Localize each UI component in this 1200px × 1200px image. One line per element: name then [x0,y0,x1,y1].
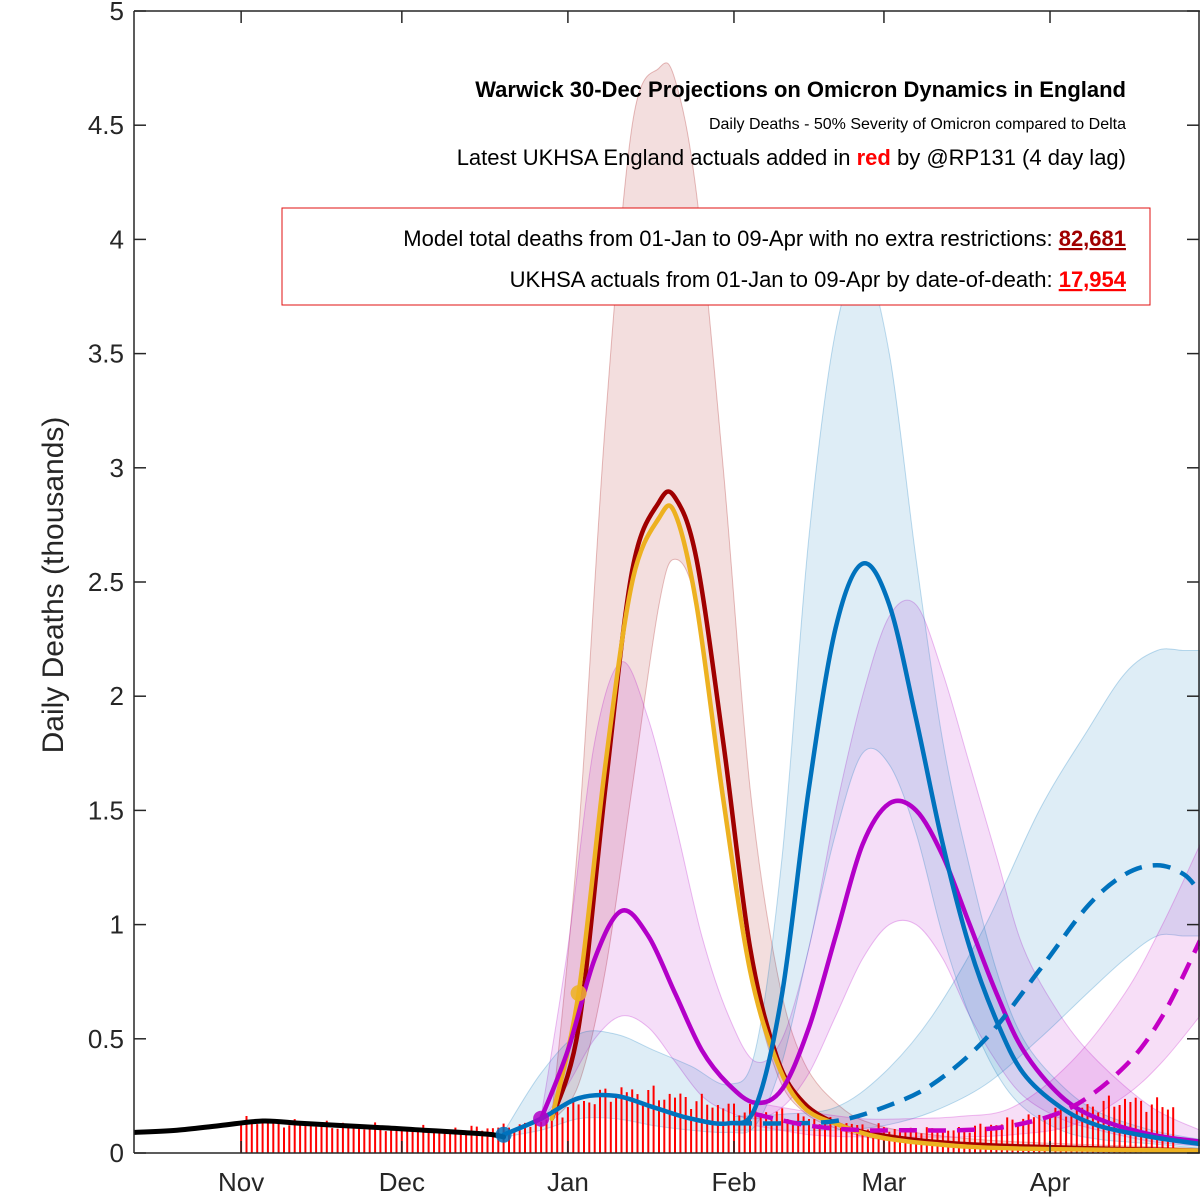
y-tick-label: 4.5 [88,110,124,140]
actuals-total-label: UKHSA actuals from 01-Jan to 09-Apr by d… [510,267,1059,292]
chart-subtitle: Daily Deaths - 50% Severity of Omicron c… [709,116,1126,133]
model-line-magenta-dashed [754,939,1200,1133]
y-axis-title: Daily Deaths (thousands) [37,417,70,754]
y-tick-label: 0.5 [88,1024,124,1054]
model-total-text: Model total deaths from 01-Jan to 09-Apr… [403,226,1126,251]
x-tick-label: Apr [1030,1167,1071,1197]
note-red-word: red [857,145,891,170]
model-lines [134,489,1200,1153]
start-markers [495,985,587,1143]
y-tick-label: 2 [110,681,124,711]
x-tick-label: Dec [379,1167,425,1197]
y-tick-label: 1 [110,910,124,940]
note-suffix: by @RP131 (4 day lag) [891,145,1126,170]
axes [133,10,1200,1154]
y-tick-label: 3.5 [88,339,124,369]
model-line-dark_red [549,489,1200,1153]
model-line-purple [538,798,1200,1144]
model-line-blue-dashed [733,862,1200,1126]
y-tick-label: 5 [110,0,124,26]
chart-note: Latest UKHSA England actuals added in re… [457,145,1126,170]
model-line-blue [501,561,1200,1147]
model-total-label: Model total deaths from 01-Jan to 09-Apr… [403,226,1058,251]
chart-title: Warwick 30-Dec Projections on Omicron Dy… [475,77,1126,102]
band-blue-4 [733,648,1200,1132]
y-tick-label: 0 [110,1138,124,1168]
marker-orange [570,985,587,1002]
marker-blue [495,1126,512,1143]
actuals-total-value: 17,954 [1059,267,1127,292]
x-tick-label: Nov [218,1167,264,1197]
y-tick-label: 3 [110,453,124,483]
x-tick-label: Feb [712,1167,757,1197]
annotation-box [281,207,1151,306]
uncertainty-bands [503,62,1200,1152]
actuals-bars [240,1085,1175,1153]
y-tick-label: 1.5 [88,795,124,825]
y-tick-label: 4 [110,224,124,254]
x-tick-label: Mar [862,1167,907,1197]
model-total-value: 82,681 [1059,226,1126,251]
model-line-orange [549,503,1200,1153]
marker-purple [533,1110,550,1127]
actuals-total-text: UKHSA actuals from 01-Jan to 09-Apr by d… [510,267,1127,292]
x-tick-label: Jan [547,1167,589,1197]
y-tick-label: 2.5 [88,567,124,597]
historical-line [134,1118,507,1140]
note-prefix: Latest UKHSA England actuals added in [457,145,857,170]
tick-labels: 0 0.5 1 1.5 2 2.5 3 3.5 4 4.5 5 Nov Dec Jan Feb Mar Apr [88,0,1071,1197]
